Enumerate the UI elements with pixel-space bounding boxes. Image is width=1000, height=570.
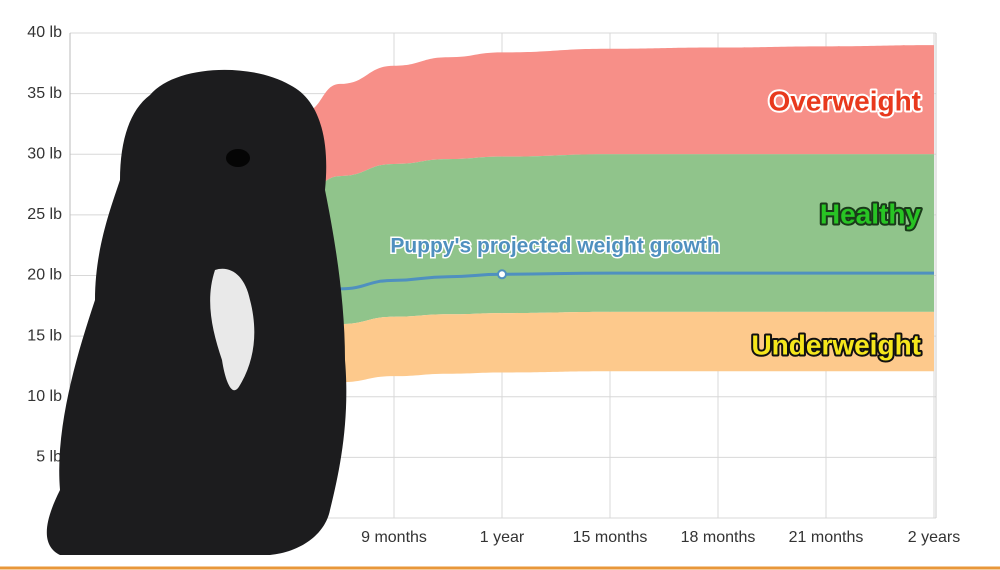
band-label: Underweight bbox=[751, 329, 921, 360]
y-tick-label: 35 lb bbox=[27, 85, 62, 102]
y-tick-label: 10 lb bbox=[27, 388, 62, 405]
growth-line bbox=[303, 271, 934, 299]
band-area bbox=[304, 45, 934, 194]
band-area bbox=[304, 311, 934, 390]
band-area bbox=[304, 154, 934, 332]
x-tick-label: 9 months bbox=[361, 529, 427, 546]
x-tick-label: 1 year bbox=[480, 529, 525, 546]
x-tick-label: 21 months bbox=[789, 529, 864, 546]
dog-photo bbox=[46, 69, 347, 555]
band-label: Healthy bbox=[820, 198, 922, 229]
y-tick-label: 40 lb bbox=[27, 24, 62, 41]
dog-body bbox=[46, 69, 347, 555]
x-tick-label: 15 months bbox=[573, 529, 648, 546]
y-tick-label: 5 lb bbox=[36, 449, 62, 466]
band-label: Overweight bbox=[769, 85, 921, 116]
x-tick-label: 18 months bbox=[681, 529, 756, 546]
x-tick-label: 2 years bbox=[908, 529, 960, 546]
y-tick-label: 15 lb bbox=[27, 327, 62, 344]
growth-point bbox=[497, 269, 507, 280]
dog-nose bbox=[226, 149, 250, 167]
dog-chest bbox=[210, 268, 255, 391]
y-tick-label: 30 lb bbox=[27, 145, 62, 162]
y-tick-label: 25 lb bbox=[27, 206, 62, 223]
series-label: Puppy's projected weight growth bbox=[390, 235, 719, 258]
y-tick-label: 20 lb bbox=[27, 267, 62, 284]
